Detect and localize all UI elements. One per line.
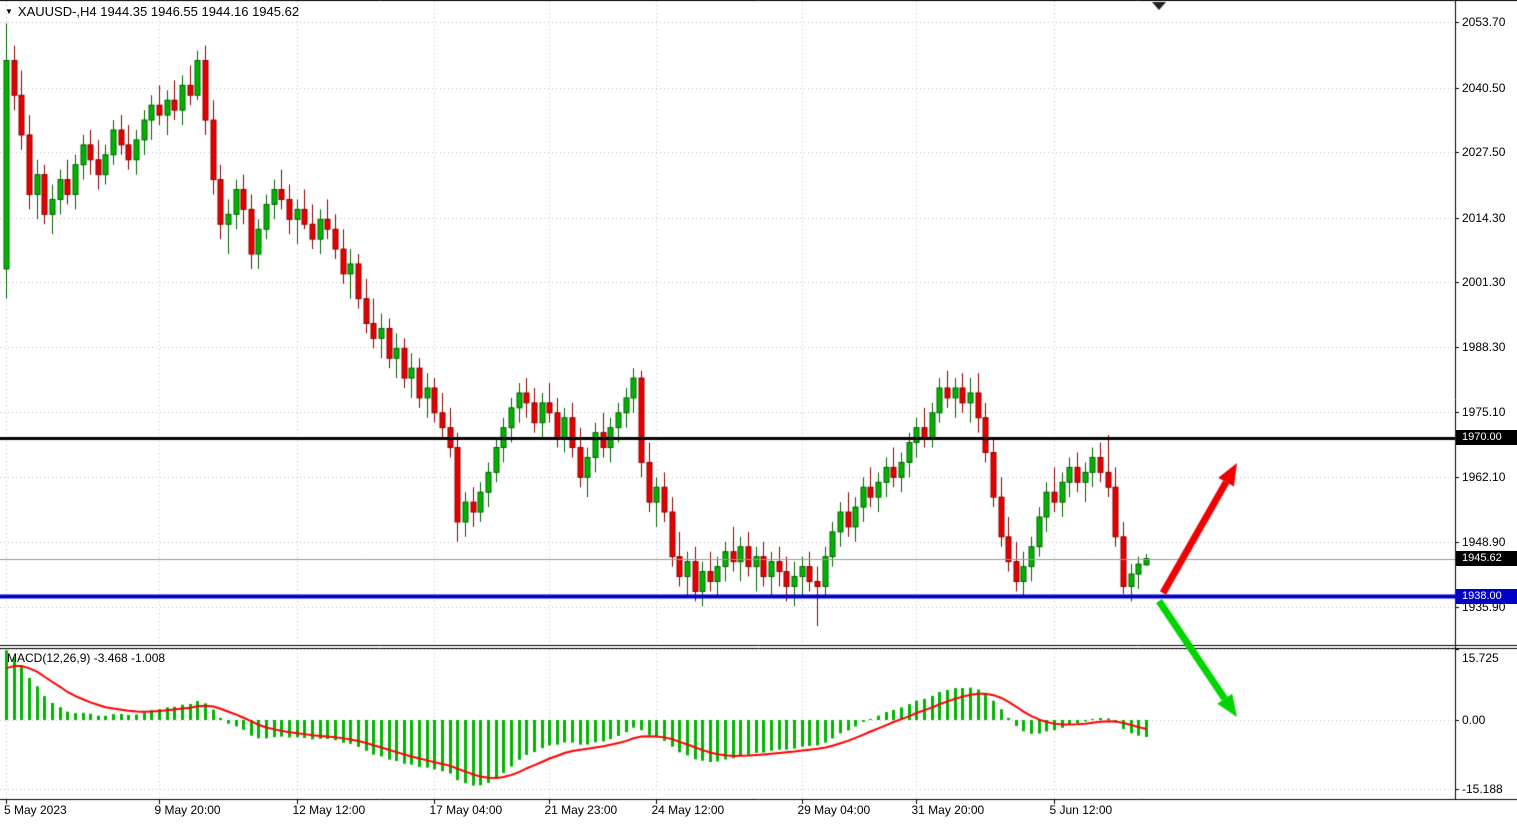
price-tick-label: 2027.50	[1462, 145, 1506, 160]
time-axis-label: 5 May 2023	[4, 803, 67, 817]
price-tick-label: 2040.50	[1462, 80, 1506, 95]
macd-tick-label: -15.188	[1462, 781, 1503, 796]
time-axis-label: 5 Jun 12:00	[1049, 803, 1113, 817]
price-line-badge: 1945.62	[1456, 551, 1517, 567]
price-line-badge: 1970.00	[1456, 430, 1517, 446]
price-tick-label: 2053.70	[1462, 15, 1506, 30]
price-tick-label: 1975.10	[1462, 405, 1506, 420]
price-scale[interactable]: 2053.70 2040.50 2027.50 2014.30 2001.30 1988.…	[1455, 0, 1517, 825]
time-axis-label: 29 May 04:00	[797, 803, 871, 817]
time-axis-label: 12 May 12:00	[292, 803, 366, 817]
price-tick-label: 1988.30	[1462, 339, 1506, 354]
time-axis-label: 17 May 04:00	[429, 803, 503, 817]
chart-title-ohlc: XAUUSD-,H4 1944.35 1946.55 1944.16 1945.…	[17, 4, 300, 19]
time-axis-label: 21 May 23:00	[544, 803, 618, 817]
symbol-dropdown-icon[interactable]: ▼	[5, 6, 13, 16]
price-line-badge: 1938.00	[1456, 588, 1517, 604]
macd-tick-label: 15.725	[1462, 651, 1499, 665]
macd-indicator-label: MACD(12,26,9) -3.468 -1.008	[7, 651, 166, 665]
time-axis-label: 9 May 20:00	[154, 803, 221, 817]
time-axis-label: 31 May 20:00	[911, 803, 985, 817]
chart-header: ▼ XAUUSD-,H4 1944.35 1946.55 1944.16 194…	[5, 4, 299, 19]
price-tick-label: 2001.30	[1462, 275, 1506, 290]
price-tick-label: 1948.90	[1462, 535, 1506, 550]
price-tick-label: 2014.30	[1462, 210, 1506, 225]
time-scale[interactable]: 5 May 2023 9 May 20:00 12 May 12:00 17 May …	[0, 800, 1455, 825]
time-axis-label: 24 May 12:00	[651, 803, 725, 817]
price-tick-label: 1962.10	[1462, 469, 1506, 484]
macd-tick-label: 0.00	[1462, 712, 1486, 727]
